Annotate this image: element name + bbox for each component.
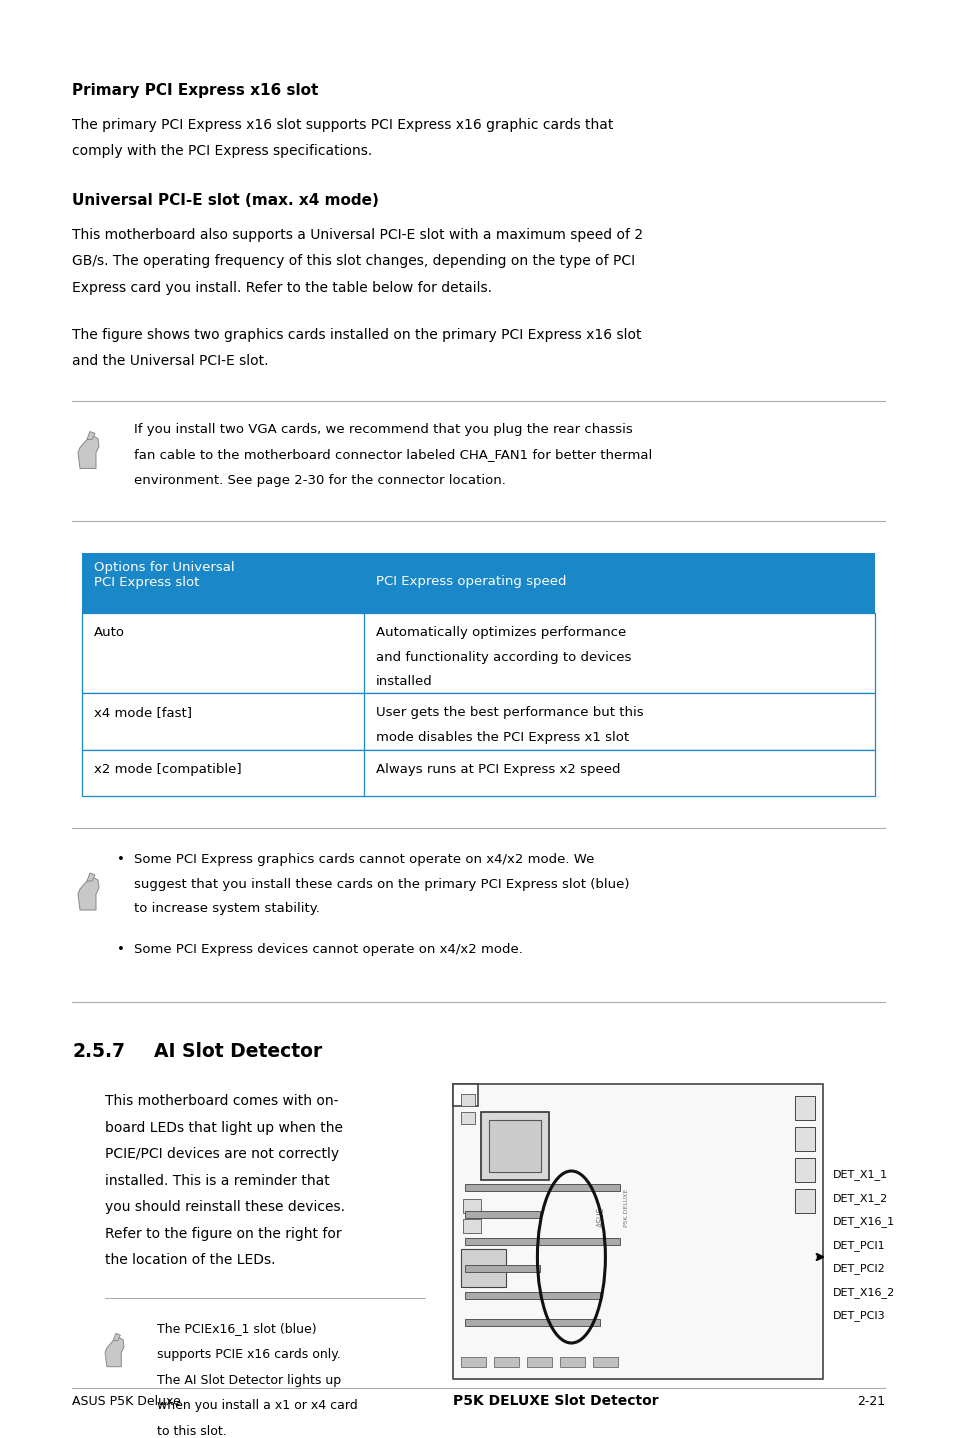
Bar bbox=[460, 1250, 505, 1287]
Polygon shape bbox=[113, 1333, 120, 1340]
Text: GB/s. The operating frequency of this slot changes, depending on the type of PCI: GB/s. The operating frequency of this sl… bbox=[71, 255, 635, 269]
Text: mode disables the PCI Express x1 slot: mode disables the PCI Express x1 slot bbox=[375, 731, 628, 743]
Text: Always runs at PCI Express x2 speed: Always runs at PCI Express x2 speed bbox=[375, 764, 619, 777]
Bar bbox=[559, 1357, 584, 1368]
Text: The PCIEx16_1 slot (blue): The PCIEx16_1 slot (blue) bbox=[157, 1323, 316, 1336]
Bar bbox=[460, 1357, 485, 1368]
Bar bbox=[794, 1127, 814, 1150]
Bar bbox=[82, 693, 874, 751]
Text: AI Slot Detector: AI Slot Detector bbox=[153, 1043, 322, 1061]
Text: PCIE/PCI devices are not correctly: PCIE/PCI devices are not correctly bbox=[105, 1148, 338, 1160]
Text: supports PCIE x16 cards only.: supports PCIE x16 cards only. bbox=[157, 1347, 340, 1360]
Text: x4 mode [fast]: x4 mode [fast] bbox=[94, 706, 192, 719]
Bar bbox=[453, 1084, 822, 1379]
Text: ASUS P5K Deluxe: ASUS P5K Deluxe bbox=[71, 1395, 180, 1408]
Text: If you install two VGA cards, we recommend that you plug the rear chassis: If you install two VGA cards, we recomme… bbox=[133, 423, 632, 436]
Text: to this slot.: to this slot. bbox=[157, 1425, 227, 1438]
Text: installed. This is a reminder that: installed. This is a reminder that bbox=[105, 1173, 330, 1188]
Text: you should reinstall these devices.: you should reinstall these devices. bbox=[105, 1199, 345, 1214]
Bar bbox=[464, 1211, 539, 1218]
Text: board LEDs that light up when the: board LEDs that light up when the bbox=[105, 1120, 343, 1135]
Text: ASUS: ASUS bbox=[596, 1206, 605, 1227]
Polygon shape bbox=[453, 1084, 477, 1106]
Text: DET_X1_1: DET_X1_1 bbox=[832, 1169, 887, 1181]
Bar bbox=[794, 1096, 814, 1120]
Text: the location of the LEDs.: the location of the LEDs. bbox=[105, 1252, 275, 1267]
Bar bbox=[794, 1189, 814, 1214]
Text: to increase system stability.: to increase system stability. bbox=[133, 902, 319, 915]
Text: DET_PCI3: DET_PCI3 bbox=[832, 1310, 884, 1322]
Bar bbox=[526, 1357, 552, 1368]
Bar bbox=[82, 751, 874, 797]
Bar bbox=[460, 1094, 475, 1106]
Text: x2 mode [compatible]: x2 mode [compatible] bbox=[94, 764, 241, 777]
Bar bbox=[82, 554, 874, 613]
Text: The AI Slot Detector lights up: The AI Slot Detector lights up bbox=[157, 1373, 341, 1386]
Bar bbox=[464, 1183, 619, 1191]
Text: P5K DELUXE Slot Detector: P5K DELUXE Slot Detector bbox=[453, 1393, 658, 1408]
Bar bbox=[480, 1112, 548, 1181]
Polygon shape bbox=[78, 436, 99, 469]
Text: 2-21: 2-21 bbox=[856, 1395, 884, 1408]
Bar bbox=[593, 1357, 618, 1368]
Text: P5K DELUXE: P5K DELUXE bbox=[624, 1189, 629, 1227]
Text: Some PCI Express devices cannot operate on x4/x2 mode.: Some PCI Express devices cannot operate … bbox=[133, 942, 522, 955]
Text: installed: installed bbox=[375, 674, 432, 687]
Text: Universal PCI-E slot (max. x4 mode): Universal PCI-E slot (max. x4 mode) bbox=[71, 193, 378, 209]
Bar bbox=[460, 1112, 475, 1125]
Bar bbox=[794, 1158, 814, 1182]
Bar bbox=[82, 613, 874, 693]
Bar bbox=[462, 1219, 480, 1232]
Text: The figure shows two graphics cards installed on the primary PCI Express x16 slo: The figure shows two graphics cards inst… bbox=[71, 328, 640, 341]
Text: •: • bbox=[117, 853, 125, 866]
Bar bbox=[489, 1120, 540, 1172]
Text: comply with the PCI Express specifications.: comply with the PCI Express specificatio… bbox=[71, 144, 372, 158]
Text: This motherboard comes with on-: This motherboard comes with on- bbox=[105, 1094, 338, 1109]
Text: Express card you install. Refer to the table below for details.: Express card you install. Refer to the t… bbox=[71, 280, 492, 295]
Text: Primary PCI Express x16 slot: Primary PCI Express x16 slot bbox=[71, 83, 318, 98]
Bar bbox=[494, 1357, 518, 1368]
Polygon shape bbox=[87, 873, 95, 881]
Polygon shape bbox=[87, 431, 95, 440]
Text: suggest that you install these cards on the primary PCI Express slot (blue): suggest that you install these cards on … bbox=[133, 877, 629, 890]
Text: Refer to the figure on the right for: Refer to the figure on the right for bbox=[105, 1227, 341, 1241]
Text: Automatically optimizes performance: Automatically optimizes performance bbox=[375, 626, 625, 638]
Text: environment. See page 2-30 for the connector location.: environment. See page 2-30 for the conne… bbox=[133, 473, 505, 486]
Text: when you install a x1 or x4 card: when you install a x1 or x4 card bbox=[157, 1399, 357, 1412]
Bar bbox=[462, 1199, 480, 1214]
Text: DET_X16_1: DET_X16_1 bbox=[832, 1217, 894, 1228]
Text: User gets the best performance but this: User gets the best performance but this bbox=[375, 706, 642, 719]
Text: This motherboard also supports a Universal PCI-E slot with a maximum speed of 2: This motherboard also supports a Univers… bbox=[71, 229, 642, 242]
Polygon shape bbox=[105, 1337, 124, 1366]
Text: 2.5.7: 2.5.7 bbox=[71, 1043, 125, 1061]
Text: and the Universal PCI-E slot.: and the Universal PCI-E slot. bbox=[71, 354, 268, 368]
Text: Options for Universal
PCI Express slot: Options for Universal PCI Express slot bbox=[94, 561, 234, 590]
Text: and functionality according to devices: and functionality according to devices bbox=[375, 650, 630, 663]
Polygon shape bbox=[78, 877, 99, 910]
Bar bbox=[464, 1238, 619, 1245]
Text: DET_X1_2: DET_X1_2 bbox=[832, 1194, 887, 1204]
Text: DET_PCI2: DET_PCI2 bbox=[832, 1264, 884, 1274]
Text: DET_X16_2: DET_X16_2 bbox=[832, 1287, 894, 1299]
Bar bbox=[464, 1319, 599, 1326]
Text: PCI Express operating speed: PCI Express operating speed bbox=[375, 575, 565, 588]
Bar bbox=[464, 1265, 539, 1273]
Text: The primary PCI Express x16 slot supports PCI Express x16 graphic cards that: The primary PCI Express x16 slot support… bbox=[71, 118, 613, 132]
Bar bbox=[464, 1291, 599, 1299]
Text: fan cable to the motherboard connector labeled CHA_FAN1 for better thermal: fan cable to the motherboard connector l… bbox=[133, 449, 652, 462]
Text: Some PCI Express graphics cards cannot operate on x4/x2 mode. We: Some PCI Express graphics cards cannot o… bbox=[133, 853, 594, 866]
Text: Auto: Auto bbox=[94, 626, 125, 638]
Text: •: • bbox=[117, 942, 125, 955]
Text: DET_PCI1: DET_PCI1 bbox=[832, 1240, 884, 1251]
